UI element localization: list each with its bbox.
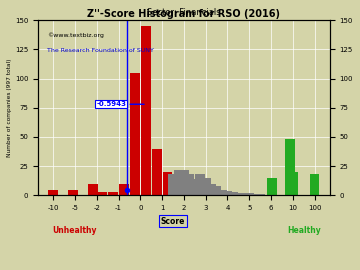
Bar: [212, 186, 221, 195]
Bar: [285, 139, 295, 195]
Bar: [206, 184, 216, 195]
Text: Unhealthy: Unhealthy: [53, 226, 97, 235]
Bar: [130, 73, 140, 195]
Bar: [108, 192, 118, 195]
Bar: [119, 184, 129, 195]
Text: Score: Score: [161, 217, 185, 225]
Text: Healthy: Healthy: [287, 226, 320, 235]
Bar: [179, 170, 189, 195]
Bar: [239, 193, 249, 195]
Text: ©www.textbiz.org: ©www.textbiz.org: [47, 32, 104, 38]
Bar: [228, 192, 238, 195]
Bar: [222, 191, 232, 195]
Bar: [97, 192, 107, 195]
Bar: [255, 194, 265, 195]
Title: Z''-Score Histogram for RSO (2016): Z''-Score Histogram for RSO (2016): [87, 9, 280, 19]
Bar: [201, 178, 211, 195]
Bar: [48, 190, 58, 195]
Bar: [233, 193, 243, 195]
Bar: [184, 174, 194, 195]
Text: -0.5943: -0.5943: [96, 101, 126, 107]
Bar: [195, 174, 205, 195]
Bar: [288, 172, 298, 195]
Bar: [152, 149, 162, 195]
Bar: [168, 174, 178, 195]
Bar: [174, 170, 183, 195]
Bar: [217, 190, 227, 195]
Y-axis label: Number of companies (997 total): Number of companies (997 total): [7, 59, 12, 157]
Bar: [250, 194, 260, 195]
Bar: [190, 179, 200, 195]
Text: The Research Foundation of SUNY: The Research Foundation of SUNY: [47, 48, 154, 53]
Bar: [141, 26, 151, 195]
Bar: [163, 172, 172, 195]
Bar: [310, 174, 319, 195]
Bar: [68, 190, 78, 195]
Bar: [244, 193, 254, 195]
Bar: [267, 178, 277, 195]
Text: Sector: Financials: Sector: Financials: [147, 8, 221, 16]
Bar: [88, 184, 98, 195]
